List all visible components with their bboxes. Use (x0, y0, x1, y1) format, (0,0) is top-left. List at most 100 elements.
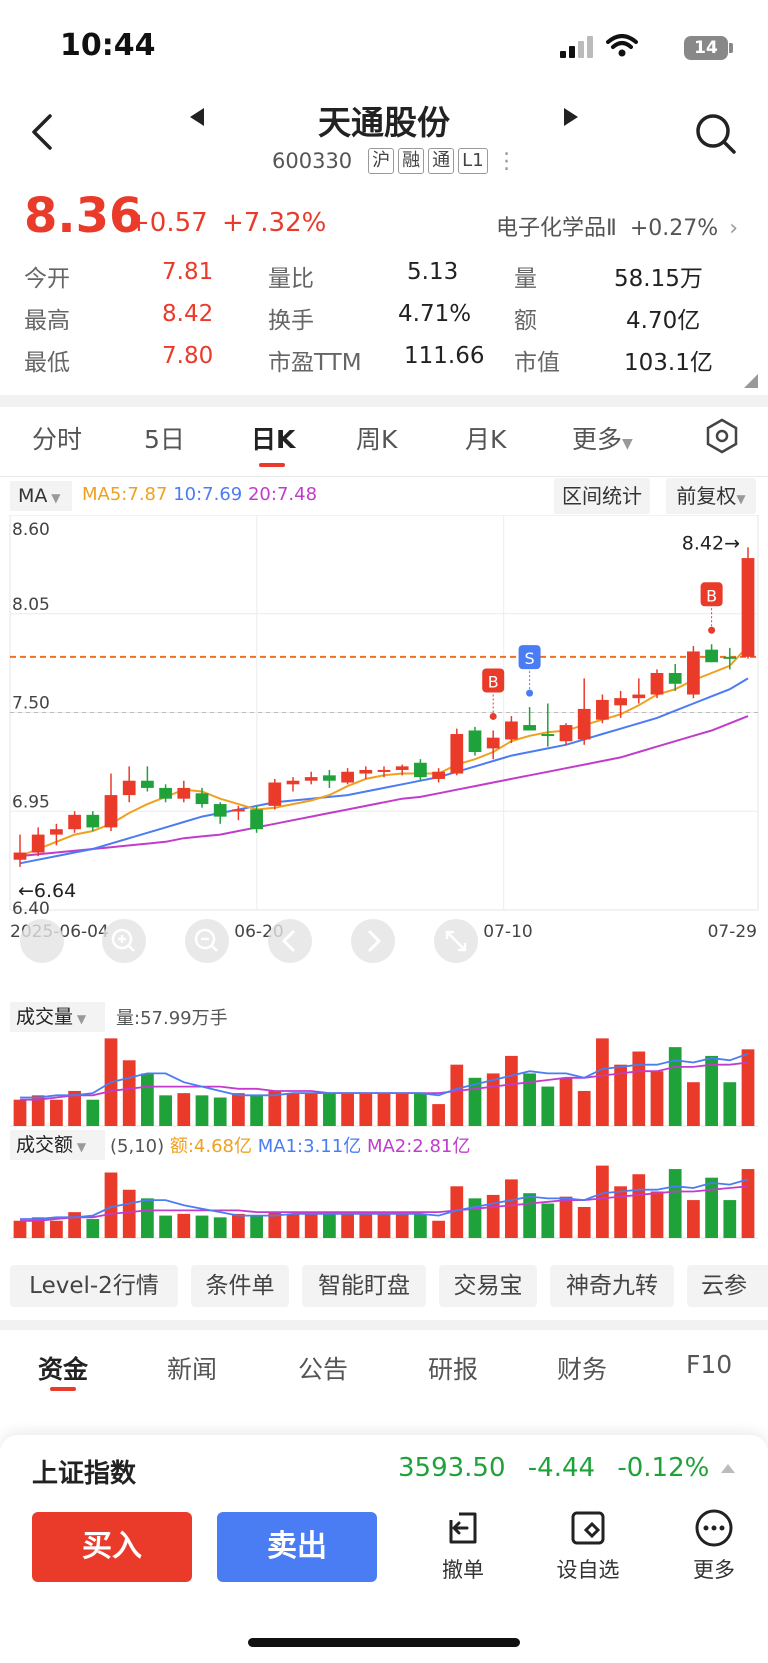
tab-5day[interactable]: 5日 (144, 425, 185, 454)
candle-body (68, 814, 81, 830)
expand-corner-icon[interactable] (744, 374, 758, 388)
volume-bar (486, 1194, 500, 1238)
candle-body (104, 795, 118, 828)
search-icon[interactable] (694, 112, 738, 156)
index-value: 3593.50 (398, 1453, 506, 1483)
tab-more-label: 更多 (572, 425, 623, 454)
volume-bar (377, 1213, 391, 1238)
candle-body (632, 694, 646, 699)
tab-daily-k[interactable]: 日K (251, 425, 296, 454)
volume-selector[interactable]: 成交量 ▼ (10, 1002, 105, 1032)
candle-body (250, 809, 263, 830)
candle-body (177, 787, 191, 799)
volume-bar (505, 1055, 518, 1126)
nine-turn-button[interactable]: 神奇九转 (550, 1265, 674, 1307)
caret-down-icon: ▼ (622, 436, 633, 452)
zoom-out-icon[interactable] (183, 917, 231, 965)
more-dots-icon[interactable]: ⋮ (495, 148, 518, 174)
pan-left-icon[interactable] (266, 917, 314, 965)
tab-monthly-k[interactable]: 月K (465, 425, 507, 454)
candle-body (377, 769, 391, 772)
candle-body (31, 834, 45, 853)
ma10-value: 10:7.69 (173, 484, 243, 505)
pan-right-icon[interactable] (349, 917, 397, 965)
tab-research[interactable]: 研报 (428, 1355, 479, 1384)
tab-more[interactable]: 更多▼ (572, 420, 633, 456)
volume-bar (68, 1212, 81, 1238)
trade-signals: B S B (482, 582, 723, 720)
amount-selector[interactable]: 成交额 ▼ (10, 1130, 105, 1160)
chart-grid (9, 515, 759, 911)
volume-bar (414, 1213, 427, 1238)
axis-labels: 8.608.057.506.956.408.42→←6.642025-06-04… (10, 520, 757, 942)
volume-bar (541, 1203, 555, 1238)
caret-up-icon[interactable] (720, 1462, 736, 1474)
next-stock-icon[interactable] (562, 106, 580, 128)
volume-bar (377, 1093, 391, 1126)
smart-watch-button[interactable]: 智能盯盘 (302, 1265, 426, 1307)
fullscreen-icon[interactable] (432, 917, 480, 965)
home-indicator (248, 1638, 520, 1647)
tab-finance[interactable]: 财务 (557, 1355, 608, 1384)
tag-l1: L1 (458, 148, 488, 174)
index-change: -4.44 (527, 1453, 596, 1483)
wifi-icon (606, 34, 638, 57)
volume-bar (650, 1071, 664, 1126)
tab-news[interactable]: 新闻 (167, 1355, 218, 1384)
kline-tabs: 分时 5日 日K 周K 月K 更多▼ (0, 418, 768, 470)
volume-bar (141, 1073, 154, 1126)
stat-label: 额 (514, 308, 537, 334)
stat-value: 4.70亿 (626, 308, 701, 334)
section-divider (0, 395, 768, 407)
candle-body (286, 780, 300, 785)
volume-bar (559, 1196, 573, 1238)
buy-button[interactable]: 买入 (32, 1512, 192, 1582)
level2-button[interactable]: Level-2行情 (10, 1265, 178, 1307)
volume-bar (650, 1191, 664, 1238)
signal-label: B (488, 672, 499, 691)
range-stats-button[interactable]: 区间统计 (554, 478, 650, 514)
volume-bar (414, 1093, 427, 1126)
tab-announcements[interactable]: 公告 (298, 1355, 349, 1384)
tab-funds[interactable]: 资金 (38, 1355, 89, 1384)
more-action[interactable]: 更多 (669, 1508, 759, 1584)
y-tick-label: 6.95 (12, 792, 50, 812)
signal-label: S (525, 649, 535, 668)
volume-bar (122, 1189, 136, 1238)
cancel-order-action[interactable]: 撤单 (418, 1508, 508, 1584)
sell-button[interactable]: 卖出 (217, 1512, 377, 1582)
volume-bar (286, 1093, 300, 1126)
signal-dot (708, 626, 716, 634)
collapse-icon[interactable] (18, 917, 66, 965)
volume-bar (577, 1090, 591, 1126)
trade-treasure-button[interactable]: 交易宝 (439, 1265, 537, 1307)
prev-stock-icon[interactable] (188, 106, 206, 128)
tab-intraday[interactable]: 分时 (32, 425, 83, 454)
conditional-order-button[interactable]: 条件单 (191, 1265, 289, 1307)
tab-weekly-k[interactable]: 周K (356, 425, 398, 454)
candle-body (468, 730, 482, 752)
volume-bar (687, 1082, 700, 1126)
zoom-in-icon[interactable] (100, 917, 148, 965)
signal-label: B (706, 586, 717, 605)
settings-hex-icon[interactable] (705, 418, 739, 454)
add-watchlist-action[interactable]: 设自选 (543, 1508, 633, 1584)
candle-body (323, 775, 336, 781)
ma-selector[interactable]: MA ▼ (10, 481, 72, 511)
volume-bar (341, 1213, 354, 1238)
tab-f10[interactable]: F10 (686, 1350, 733, 1379)
candle-body (450, 734, 464, 774)
cloud-ref-button[interactable]: 云参 (687, 1265, 768, 1307)
sector-link[interactable]: 电子化学品Ⅱ +0.27% › (496, 210, 738, 242)
index-name[interactable]: 上证指数 (32, 1459, 137, 1489)
adjust-selector[interactable]: 前复权▼ (666, 478, 756, 514)
volume-bar (268, 1212, 282, 1238)
volume-bar (195, 1095, 209, 1126)
volume-bar (505, 1179, 518, 1238)
ma1-line (20, 1052, 749, 1099)
volume-selector-label: 成交量 (16, 1006, 74, 1028)
change-value: +0.57 (128, 208, 208, 238)
volume-bar (13, 1099, 27, 1126)
candle-body (304, 777, 318, 781)
back-arrow-icon[interactable] (28, 112, 54, 152)
